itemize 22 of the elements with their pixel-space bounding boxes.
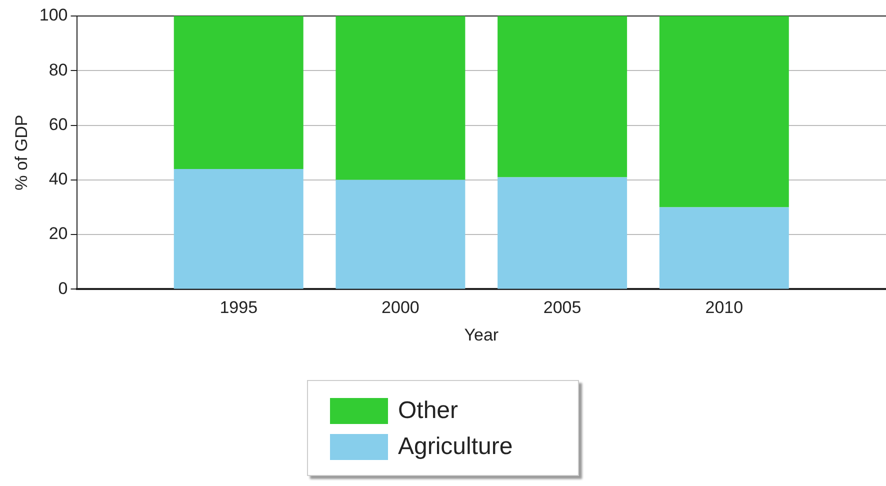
bar (174, 16, 304, 169)
bar (659, 207, 789, 289)
y-tick-label: 0 (58, 278, 68, 298)
bar (498, 177, 628, 289)
bar (336, 16, 466, 180)
y-tick-label: 100 (39, 6, 68, 25)
legend-label: Other (398, 397, 458, 425)
y-tick-label: 20 (48, 224, 68, 244)
bar (336, 180, 466, 289)
x-tick-label: 1995 (220, 298, 258, 318)
y-axis-title: % of GDP (12, 114, 31, 190)
legend-label: Agriculture (398, 433, 513, 461)
y-tick-label: 80 (48, 60, 68, 80)
bar (174, 168, 304, 289)
y-tick-label: 60 (48, 114, 68, 134)
x-axis-title: Year (464, 325, 499, 344)
bar (659, 16, 789, 208)
x-tick-label: 2000 (382, 298, 420, 318)
x-tick-label: 2005 (543, 298, 582, 318)
x-tick-label: 2010 (705, 298, 744, 318)
bar (498, 16, 628, 178)
y-tick-label: 40 (48, 170, 68, 189)
